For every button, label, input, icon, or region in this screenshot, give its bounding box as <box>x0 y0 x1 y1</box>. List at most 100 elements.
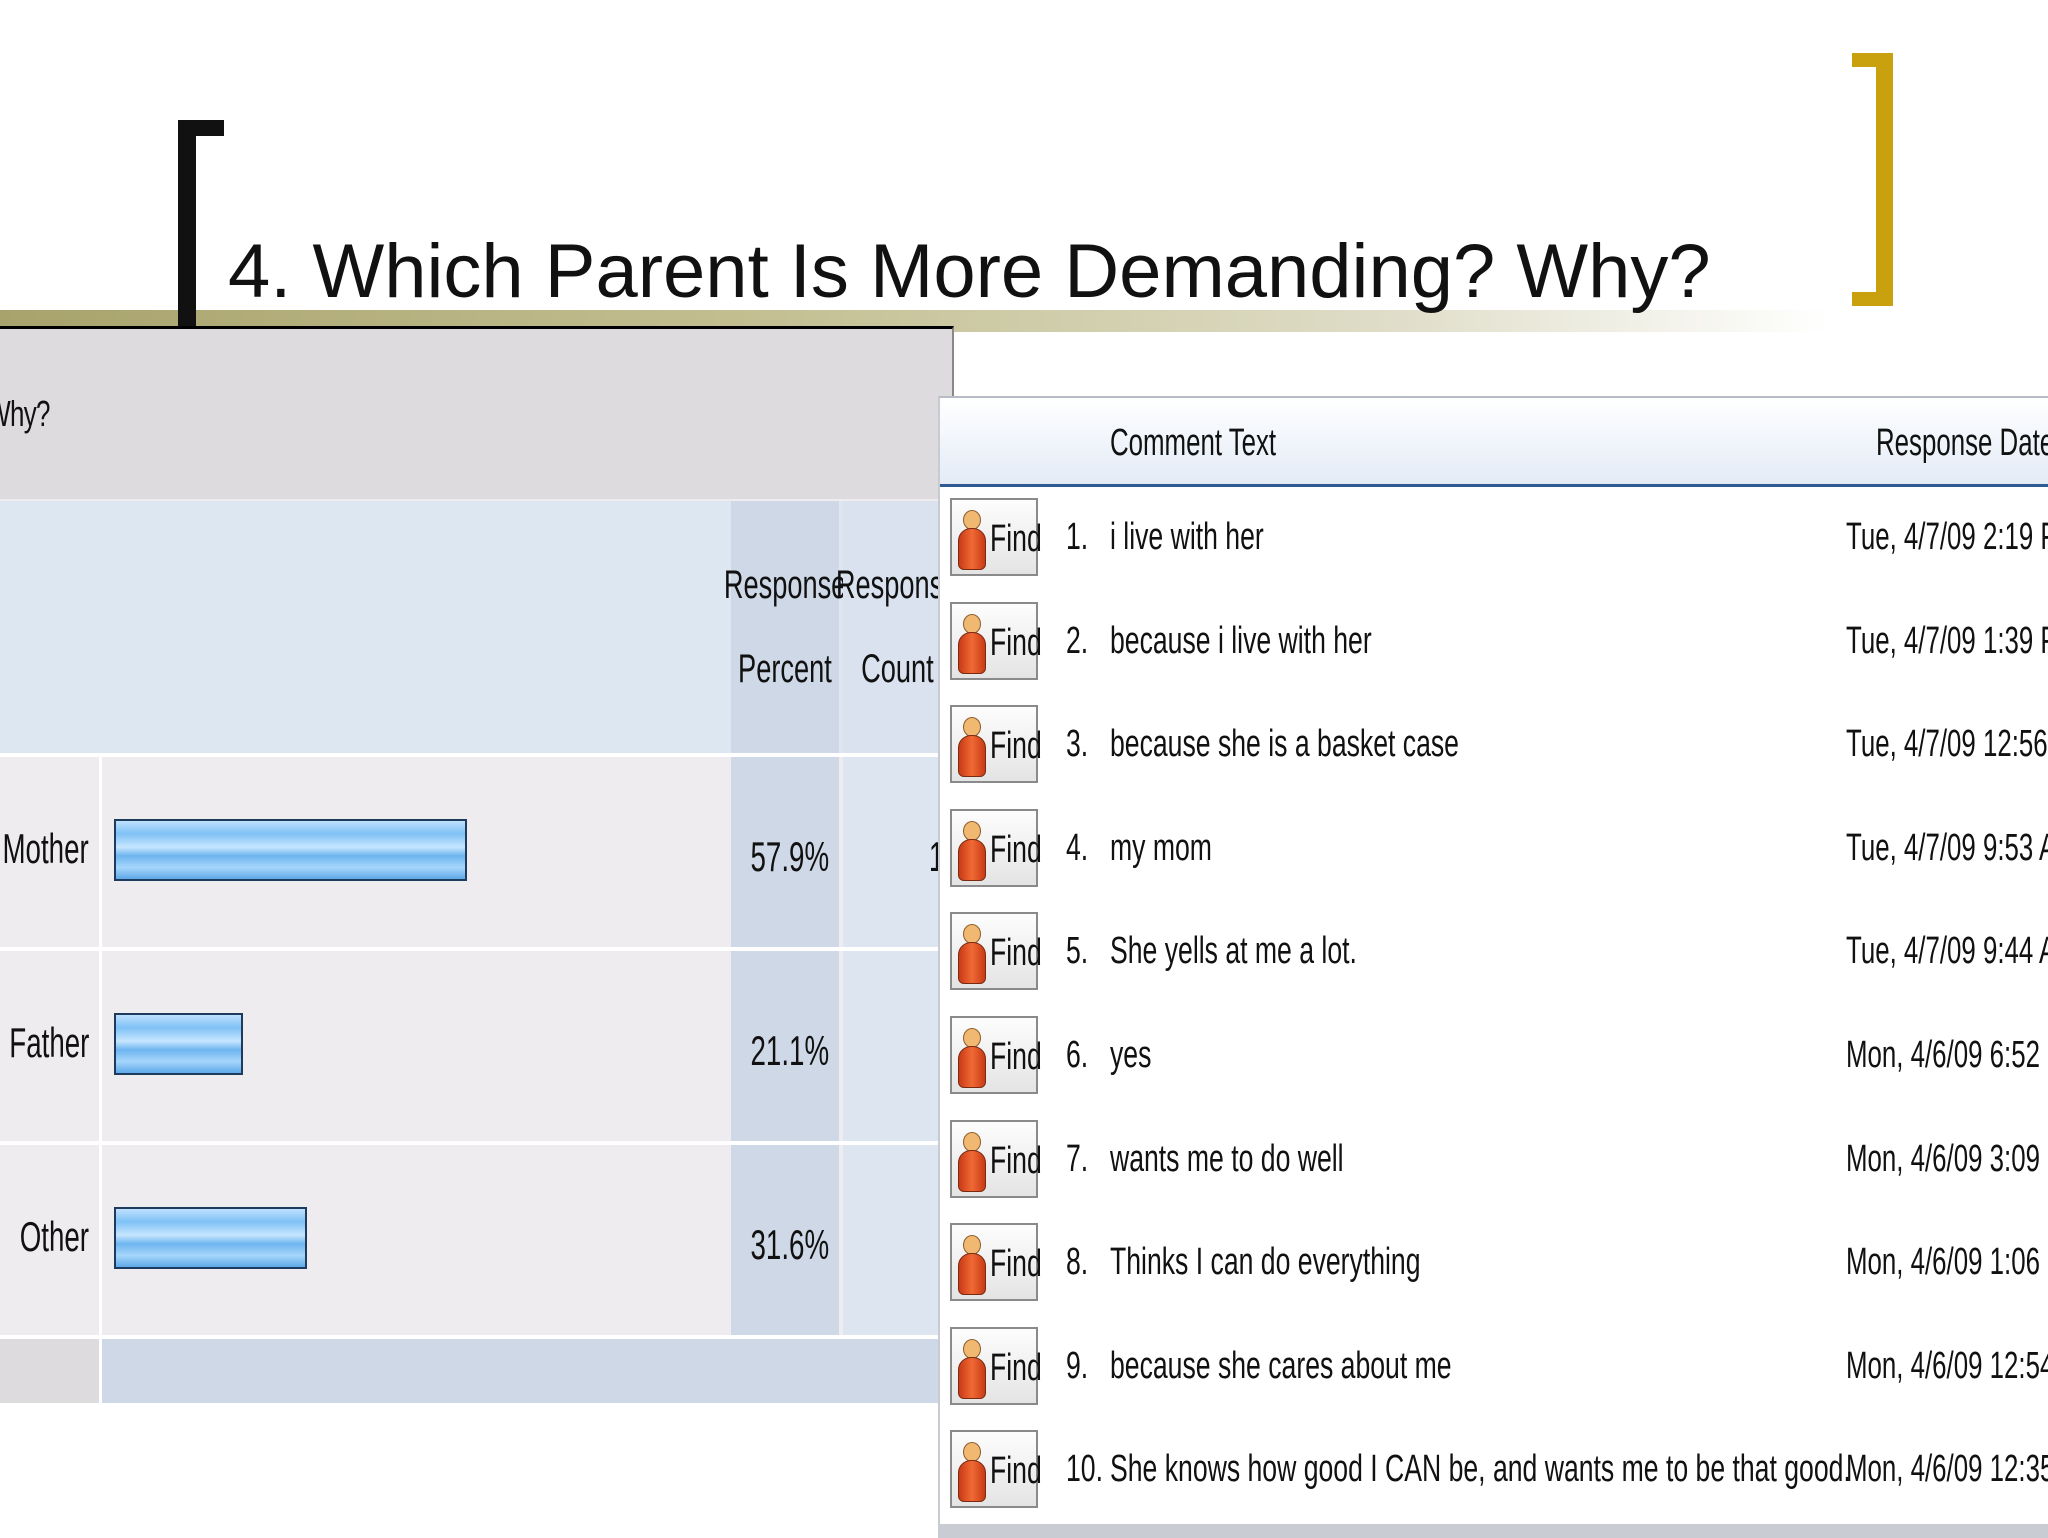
person-icon <box>958 1442 986 1503</box>
survey-footer-label-cell <box>0 1339 102 1403</box>
comment-row: Find 4. my mom Tue, 4/7/09 9:53 AM <box>940 799 2048 903</box>
answer-label: Other <box>19 1213 89 1260</box>
comment-date: Tue, 4/7/09 9:44 AM <box>1846 930 2048 973</box>
find-button[interactable]: Find <box>950 498 1042 576</box>
find-button[interactable]: Find <box>950 1326 1042 1405</box>
answer-percent: 31.6% <box>750 1221 829 1268</box>
find-button[interactable]: Find <box>950 1016 1042 1094</box>
find-button[interactable]: Find <box>950 601 1042 680</box>
find-button-label: Find <box>990 1139 1042 1182</box>
answer-count-cell: 11 <box>843 757 952 947</box>
comment-row: Find 9. because she cares about me Mon, 4/6… <box>940 1317 2048 1421</box>
survey-footer-row <box>0 1339 952 1403</box>
right-bracket-bottom <box>1852 292 1893 306</box>
response-count-header-line2: Count <box>861 647 934 691</box>
comment-date: Tue, 4/7/09 9:53 AM <box>1846 826 2048 869</box>
comment-date: Mon, 4/6/09 6:52 PM <box>1846 1034 2048 1076</box>
answer-bar <box>114 1207 307 1269</box>
comment-row: Find 5. She yells at me a lot. Tue, 4/7/09 … <box>940 902 2048 1006</box>
comment-date: Tue, 4/7/09 2:19 PM <box>1846 516 2048 558</box>
find-button-label: Find <box>990 725 1042 768</box>
response-percent-header: Response Percent <box>724 501 846 753</box>
find-button[interactable]: Find <box>950 808 1042 887</box>
row-divider <box>0 947 952 951</box>
response-percent-header-line2: Percent <box>738 647 832 691</box>
response-count-header: Response Count <box>836 501 952 753</box>
comment-date: Tue, 4/7/09 1:39 PM <box>1846 619 2048 662</box>
comment-number: 7. <box>1066 1137 1089 1180</box>
answer-label: Mother <box>2 825 89 872</box>
comment-row: Find 7. wants me to do well Mon, 4/6/09 3:0… <box>940 1110 2048 1214</box>
person-icon <box>958 1028 986 1088</box>
comment-date: Mon, 4/6/09 12:35 PM <box>1846 1448 2048 1491</box>
comment-text: Thinks I can do everything <box>1110 1241 1421 1284</box>
comment-number: 3. <box>1066 723 1089 766</box>
comment-date: Mon, 4/6/09 3:09 PM <box>1846 1137 2048 1180</box>
comment-text: because she cares about me <box>1110 1344 1452 1387</box>
find-button[interactable]: Find <box>950 1223 1042 1302</box>
comment-number: 1. <box>1066 516 1089 558</box>
find-button-label: Find <box>990 1243 1042 1286</box>
comment-date: Mon, 4/6/09 1:06 PM <box>1846 1241 2048 1284</box>
right-bracket <box>1876 53 1893 305</box>
answer-percent: 21.1% <box>750 1027 829 1074</box>
answer-label: Father <box>8 1019 89 1066</box>
answer-row-other: Other 31.6% 6 <box>0 1145 952 1335</box>
answer-bar <box>114 1013 243 1075</box>
comment-text: because i live with her <box>1110 619 1372 662</box>
answer-count-cell: 4 <box>843 951 952 1141</box>
left-bracket <box>178 120 196 330</box>
survey-question-text: Demanding? Why? <box>0 393 50 434</box>
find-button[interactable]: Find <box>950 1119 1042 1198</box>
response-date-column-header[interactable]: Response Date <box>1876 422 2048 464</box>
find-button-label: Find <box>990 518 1042 560</box>
person-icon <box>958 924 986 985</box>
answer-label-cell: Other <box>0 1145 102 1335</box>
answer-label-cell: Mother <box>0 757 102 947</box>
find-button-label: Find <box>990 621 1042 664</box>
survey-results-panel: Demanding? Why? Response Percent Respons… <box>0 326 954 1403</box>
comment-row: Find 8. Thinks I can do everything Mon, 4/6… <box>940 1213 2048 1317</box>
answer-percent-cell: 57.9% <box>731 757 839 947</box>
find-button[interactable]: Find <box>950 705 1042 784</box>
comment-number: 10. <box>1066 1448 1103 1491</box>
find-button-label: Find <box>990 1450 1042 1493</box>
answer-row-mother: Mother 57.9% 11 <box>0 757 952 947</box>
slide-title: 4. Which Parent Is More Demanding? Why? <box>228 229 1711 314</box>
comments-panel: Comment Text Response Date Find 1. i live … <box>938 396 2048 1538</box>
find-button-label: Find <box>990 1346 1042 1389</box>
answer-bar <box>114 819 467 881</box>
comment-number: 9. <box>1066 1344 1089 1387</box>
person-icon <box>958 613 986 674</box>
answer-percent-cell: 21.1% <box>731 951 839 1141</box>
comment-row: Find 10. She knows how good I CAN be, and … <box>940 1420 2048 1524</box>
comment-date: Tue, 4/7/09 12:56 PM <box>1846 723 2048 766</box>
right-bracket-top <box>1852 53 1893 67</box>
comment-text: because she is a basket case <box>1110 723 1459 766</box>
answer-percent-cell: 31.6% <box>731 1145 839 1335</box>
comment-text-column-header[interactable]: Comment Text <box>1110 422 1277 464</box>
person-icon <box>958 1235 986 1296</box>
comment-text: my mom <box>1110 826 1212 869</box>
row-divider <box>0 1335 952 1339</box>
person-icon <box>958 510 986 570</box>
comment-row: Find 1. i live with her Tue, 4/7/09 2:19 PM <box>940 488 2048 592</box>
comment-text: She knows how good I CAN be, and wants m… <box>1110 1448 1851 1491</box>
comment-row: Find 2. because i live with her Tue, 4/7/09… <box>940 592 2048 696</box>
response-percent-header-line1: Response <box>723 563 847 607</box>
comment-text: i live with her <box>1110 516 1264 558</box>
person-icon <box>958 1338 986 1399</box>
find-button[interactable]: Find <box>950 912 1042 991</box>
find-button-label: Find <box>990 828 1042 871</box>
comments-bottom-bar <box>940 1524 2048 1538</box>
answer-count-cell: 6 <box>843 1145 952 1335</box>
comment-text: yes <box>1110 1034 1152 1076</box>
comment-row: Find 6. yes Mon, 4/6/09 6:52 PM <box>940 1006 2048 1110</box>
comment-text: She yells at me a lot. <box>1110 930 1357 973</box>
row-divider <box>0 753 952 757</box>
person-icon <box>958 717 986 778</box>
comment-number: 4. <box>1066 826 1089 869</box>
person-icon <box>958 1131 986 1192</box>
find-button[interactable]: Find <box>950 1430 1042 1509</box>
comment-row: Find 3. because she is a basket case Tue, 4… <box>940 695 2048 799</box>
